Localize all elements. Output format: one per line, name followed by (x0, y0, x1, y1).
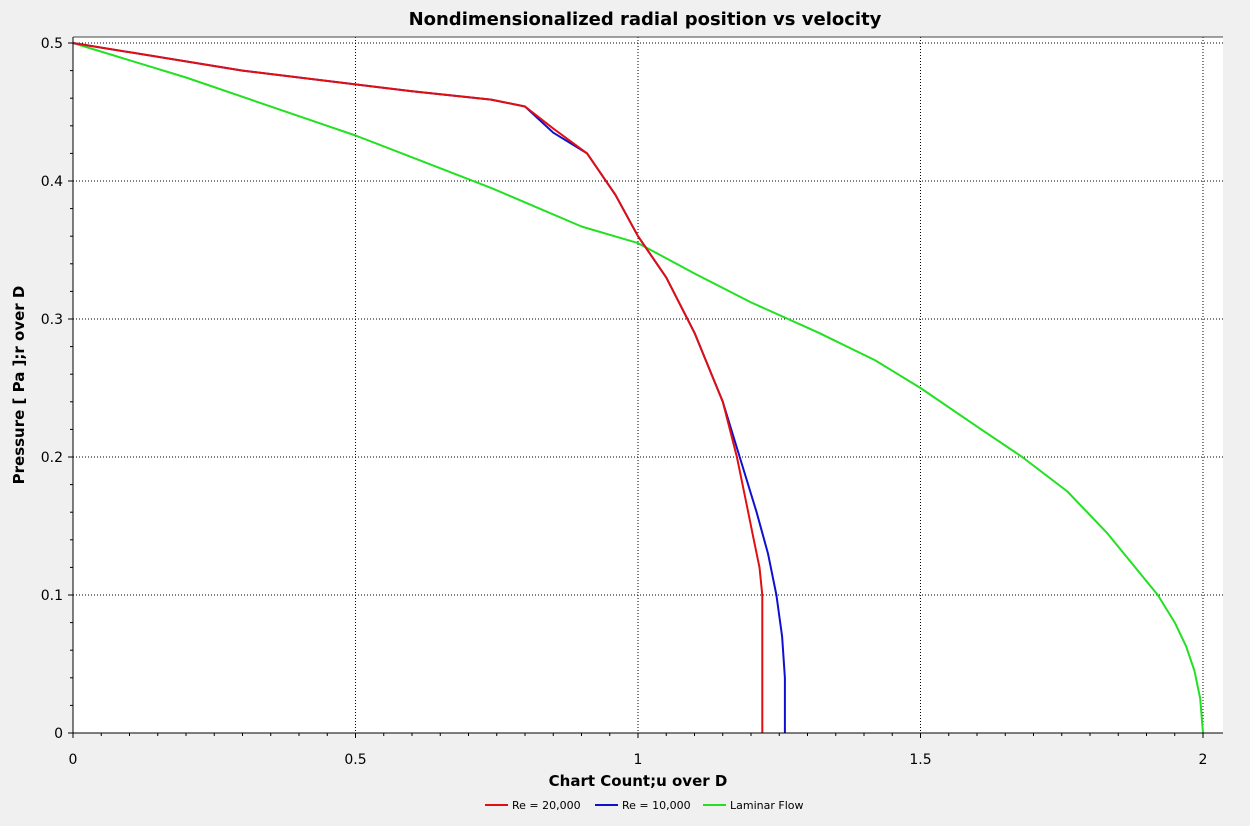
legend-label-re10000: Re = 10,000 (622, 799, 691, 812)
x-tick-label: 1.5 (909, 752, 931, 768)
tick-labels: 0 0.5 1 1.5 2 0 0.1 0.2 0.3 0.4 0.5 (41, 36, 1208, 768)
series-lines (72, 42, 1204, 734)
legend: Re = 20,000 Re = 10,000 Laminar Flow (485, 799, 803, 812)
y-tick-label: 0.5 (41, 36, 63, 52)
x-tick-label: 2 (1199, 752, 1208, 768)
legend-label-re20000: Re = 20,000 (512, 799, 581, 812)
x-tick-label: 1 (634, 752, 643, 768)
y-tick-label: 0.4 (41, 174, 63, 190)
x-tick-label: 0.5 (344, 752, 366, 768)
y-tick-label: 0 (54, 726, 63, 742)
y-tick-label: 0.3 (41, 312, 63, 328)
grid-lines (73, 37, 1223, 733)
series-line-re20000 (72, 42, 764, 733)
series-line-laminar (72, 42, 1204, 734)
chart-title: Nondimensionalized radial position vs ve… (409, 9, 882, 30)
y-tick-label: 0.1 (41, 588, 63, 604)
x-axis-title: Chart Count;u over D (549, 772, 728, 790)
y-axis-title: Pressure [ Pa ];r over D (10, 286, 28, 485)
y-tick-label: 0.2 (41, 450, 63, 466)
plot-background (73, 37, 1223, 733)
legend-label-laminar: Laminar Flow (730, 799, 803, 812)
x-tick-label: 0 (69, 752, 78, 768)
